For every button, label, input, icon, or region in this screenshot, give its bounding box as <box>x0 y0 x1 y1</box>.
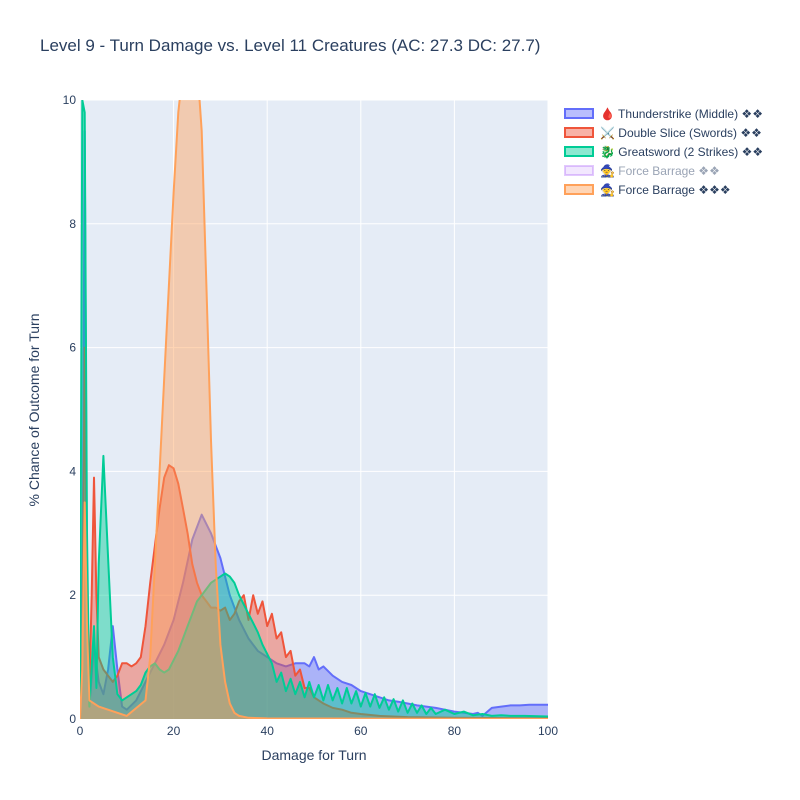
plot-background <box>80 100 548 719</box>
legend-label: 🧙 Force Barrage ❖❖ <box>600 164 720 178</box>
legend-label: ⚔️ Double Slice (Swords) ❖❖ <box>600 126 762 140</box>
legend-swatch <box>564 127 594 138</box>
legend-item[interactable]: 🐉 Greatsword (2 Strikes) ❖❖ <box>564 145 763 159</box>
series-area-0 <box>80 131 548 719</box>
x-tick-label: 100 <box>538 724 558 738</box>
x-tick-label: 20 <box>167 724 181 738</box>
series-area-4 <box>80 100 548 719</box>
x-tick-labels: 0 20 40 60 80 100 <box>77 724 559 738</box>
legend-label: 🐉 Greatsword (2 Strikes) ❖❖ <box>600 145 763 159</box>
x-tick-label: 80 <box>448 724 462 738</box>
x-axis-title: Damage for Turn <box>261 747 366 763</box>
legend: 🩸 Thunderstrike (Middle) ❖❖ ⚔️ Double Sli… <box>564 107 763 197</box>
x-tick-label: 40 <box>261 724 275 738</box>
y-tick-label: 0 <box>69 712 76 726</box>
grid <box>80 99 549 719</box>
series-line-0 <box>80 130 548 719</box>
legend-swatch <box>564 108 594 119</box>
y-tick-label: 2 <box>69 588 76 602</box>
legend-swatch <box>564 184 594 195</box>
x-tick-label: 60 <box>354 724 368 738</box>
legend-swatch <box>564 146 594 157</box>
legend-label: 🩸 Thunderstrike (Middle) ❖❖ <box>600 107 763 121</box>
series-area-1 <box>80 347 548 719</box>
legend-item[interactable]: ⚔️ Double Slice (Swords) ❖❖ <box>564 126 762 140</box>
y-axis-title: % Chance of Outcome for Turn <box>26 314 42 507</box>
series-areas <box>80 100 548 719</box>
legend-swatch <box>564 165 594 176</box>
chart-title: Level 9 - Turn Damage vs. Level 11 Creat… <box>40 36 540 55</box>
legend-item[interactable]: 🧙 Force Barrage ❖❖ <box>564 164 720 178</box>
y-tick-labels: 0 2 4 6 8 10 <box>63 93 77 726</box>
legend-item[interactable]: 🩸 Thunderstrike (Middle) ❖❖ <box>564 107 763 121</box>
y-tick-label: 8 <box>69 217 76 231</box>
x-tick-label: 0 <box>77 724 84 738</box>
y-tick-label: 10 <box>63 93 77 107</box>
series-line-2 <box>80 100 548 719</box>
y-tick-label: 4 <box>69 464 76 478</box>
legend-item[interactable]: 🧙 Force Barrage ❖❖❖ <box>564 183 731 197</box>
series-line-4 <box>80 100 548 719</box>
y-tick-label: 6 <box>69 341 76 355</box>
legend-label: 🧙 Force Barrage ❖❖❖ <box>600 183 731 197</box>
